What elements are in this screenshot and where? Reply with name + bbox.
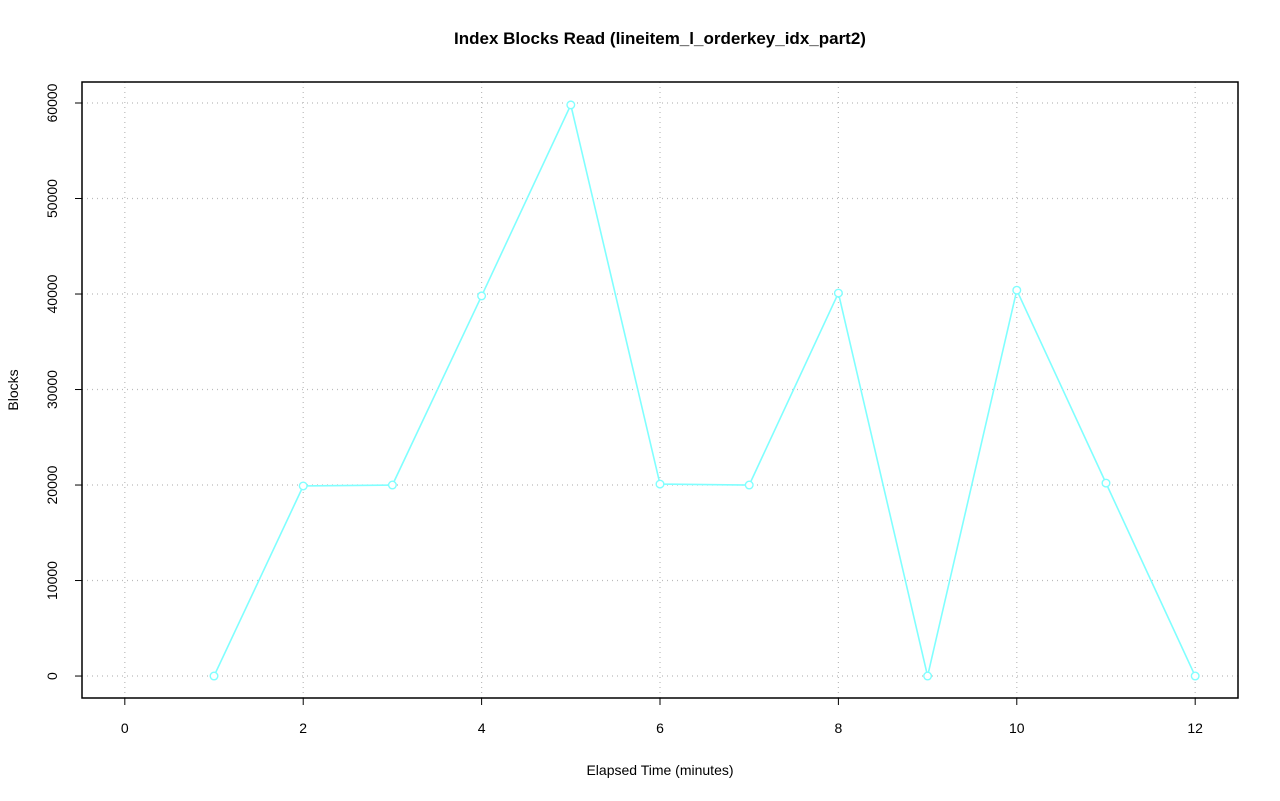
y-tick-label: 10000 bbox=[44, 561, 60, 600]
x-tick-label: 4 bbox=[478, 720, 486, 736]
x-tick-label: 0 bbox=[121, 720, 129, 736]
data-point bbox=[1012, 285, 1022, 295]
x-tick-label: 8 bbox=[834, 720, 842, 736]
data-point bbox=[566, 100, 576, 110]
data-point bbox=[923, 671, 933, 681]
x-tick-label: 10 bbox=[1009, 720, 1025, 736]
y-tick-label: 50000 bbox=[44, 179, 60, 218]
y-tick-label: 0 bbox=[44, 672, 60, 680]
data-point bbox=[387, 480, 397, 490]
x-tick-label: 2 bbox=[299, 720, 307, 736]
x-axis-label: Elapsed Time (minutes) bbox=[586, 762, 733, 778]
y-tick-label: 60000 bbox=[44, 83, 60, 122]
y-axis-label: Blocks bbox=[5, 369, 21, 410]
data-point bbox=[477, 291, 487, 301]
data-point bbox=[655, 479, 665, 489]
data-point bbox=[744, 480, 754, 490]
y-tick-label: 20000 bbox=[44, 465, 60, 504]
data-point bbox=[833, 288, 843, 298]
chart-title: Index Blocks Read (lineitem_l_orderkey_i… bbox=[454, 29, 866, 48]
y-tick-label: 40000 bbox=[44, 274, 60, 313]
plot-frame bbox=[81, 81, 1239, 699]
data-point bbox=[1101, 478, 1111, 488]
plot-area: 0 2 4 6 8 10 12 0 10000 20000 30000 40000 50000 60000 bbox=[44, 81, 1239, 736]
data-point bbox=[298, 481, 308, 491]
data-point bbox=[209, 671, 219, 681]
data-point bbox=[1190, 671, 1200, 681]
x-tick-label: 6 bbox=[656, 720, 664, 736]
x-tick-label: 12 bbox=[1187, 720, 1203, 736]
series-line bbox=[213, 102, 1196, 677]
y-tick-label: 30000 bbox=[44, 370, 60, 409]
